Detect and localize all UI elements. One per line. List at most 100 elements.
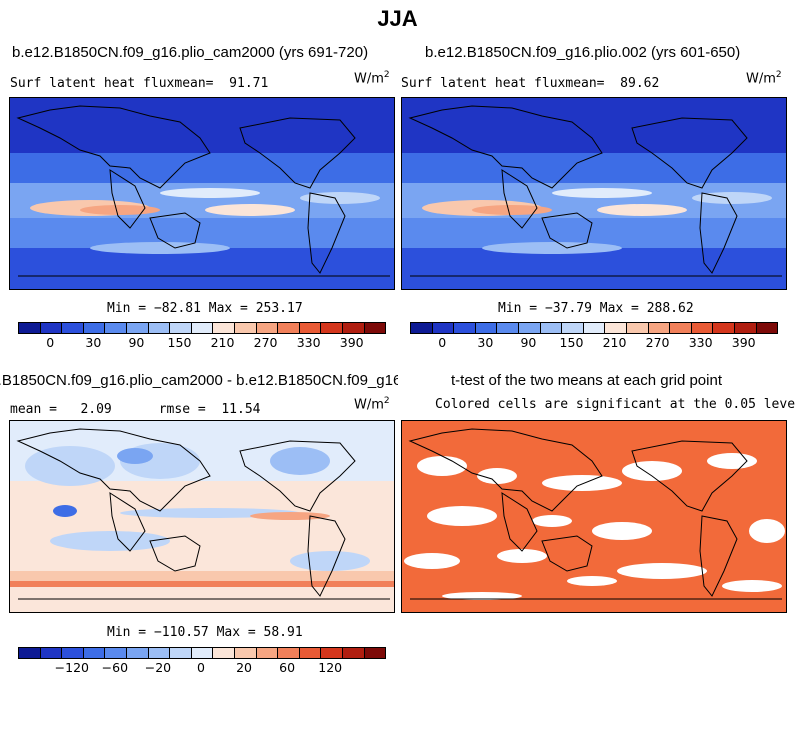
colorbar-swatch: [148, 323, 171, 333]
colorbar-swatch: [562, 323, 584, 333]
panel3-map: [9, 420, 395, 613]
colorbar-swatch: [213, 323, 235, 333]
colorbar-swatch: [432, 323, 455, 333]
figure-title: JJA: [377, 6, 418, 31]
colorbar-tick-label: −120: [54, 660, 89, 675]
colorbar-swatch: [734, 323, 757, 333]
colorbar-swatch: [299, 323, 322, 333]
colorbar-swatch: [278, 648, 300, 658]
colorbar-swatch: [278, 323, 300, 333]
colorbar-panel2-ticks: 0 30 90 150 210 270 330 390: [410, 335, 776, 351]
colorbar-swatch: [170, 648, 192, 658]
panel4-subtitle: Colored cells are significant at the 0.0…: [435, 397, 795, 412]
colorbar-swatch: [62, 648, 84, 658]
panel2-map-svg: [402, 98, 786, 289]
colorbar-tick-label: 150: [559, 335, 584, 350]
colorbar-tick-label: 30: [477, 335, 494, 350]
colorbar-tick-label: 0: [46, 335, 55, 350]
colorbar-swatch: [19, 648, 41, 658]
colorbar-swatch: [213, 648, 235, 658]
colorbar-swatch: [691, 323, 714, 333]
colorbar-tick-label: 0: [438, 335, 447, 350]
colorbar-tick-label: 120: [318, 660, 343, 675]
panel3-title-clip: b.e12.B1850CN.f09_g16.plio_cam2000 - b.e…: [0, 370, 398, 392]
panel2-mean-label: mean=: [565, 76, 605, 91]
colorbar-panel3-ticks: −120 −60 −20 0 20 60 120: [18, 660, 384, 676]
panel1-variable: Surf latent heat flux: [10, 76, 175, 91]
colorbar-tick-label: 60: [279, 660, 296, 675]
colorbar-tick-label: 270: [253, 335, 278, 350]
colorbar-swatch: [191, 648, 214, 658]
panel3-min-max: Min = −110.57 Max = 58.91: [107, 625, 303, 640]
colorbar-swatch: [126, 648, 149, 658]
colorbar-swatch: [19, 323, 41, 333]
colorbar-swatch: [105, 648, 127, 658]
panel4-map-svg: [402, 421, 786, 612]
colorbar-tick-label: 0: [197, 660, 205, 675]
colorbar-swatch: [126, 323, 149, 333]
colorbar-swatch: [321, 648, 343, 658]
colorbar-swatch: [234, 323, 257, 333]
panel1-mean-value: 91.71: [229, 76, 269, 91]
colorbar-swatch: [670, 323, 692, 333]
colorbar-tick-label: 390: [731, 335, 756, 350]
colorbar-tick-label: 210: [210, 335, 235, 350]
colorbar-tick-label: 390: [339, 335, 364, 350]
panel3-stats: mean = 2.09 rmse = 11.54: [10, 402, 261, 417]
colorbar-tick-label: 330: [688, 335, 713, 350]
colorbar-swatch: [191, 323, 214, 333]
colorbar-tick-label: 90: [128, 335, 145, 350]
panel3-mean-label: mean =: [10, 402, 57, 417]
colorbar-swatch: [170, 323, 192, 333]
colorbar-swatch: [583, 323, 606, 333]
colorbar-swatch: [342, 323, 365, 333]
colorbar-tick-label: 150: [167, 335, 192, 350]
colorbar-tick-label: 270: [645, 335, 670, 350]
panel1-variable-label: Surf latent heat fluxmean= 91.71: [10, 76, 268, 91]
panel1-map-svg: [10, 98, 394, 289]
colorbar-swatch: [83, 648, 106, 658]
panel4-map: [401, 420, 787, 613]
panel1-min-max: Min = −82.81 Max = 253.17: [107, 301, 303, 316]
colorbar-panel3: [18, 647, 386, 659]
colorbar-swatch: [40, 648, 63, 658]
colorbar-swatch: [364, 323, 386, 333]
colorbar-swatch: [756, 323, 778, 333]
panel3-rmse-label: rmse =: [158, 402, 206, 417]
panel1-units: W/m2: [354, 70, 390, 87]
colorbar-swatch: [497, 323, 519, 333]
panel2-variable-label: Surf latent heat fluxmean= 89.62: [401, 76, 659, 91]
colorbar-swatch: [454, 323, 476, 333]
panel2-units: W/m2: [746, 70, 782, 87]
colorbar-swatch: [364, 648, 386, 658]
panel3-mean-value: 2.09: [80, 402, 112, 417]
panel1-map: [9, 97, 395, 290]
colorbar-swatch: [256, 648, 279, 658]
colorbar-swatch: [648, 323, 671, 333]
colorbar-panel1-ticks: 0 30 90 150 210 270 330 390: [18, 335, 384, 351]
colorbar-tick-label: 330: [296, 335, 321, 350]
colorbar-swatch: [83, 323, 106, 333]
panel3-units: W/m2: [354, 396, 390, 413]
colorbar-swatch: [40, 323, 63, 333]
colorbar-swatch: [256, 323, 279, 333]
colorbar-tick-label: 20: [236, 660, 252, 675]
colorbar-tick-label: −60: [101, 660, 129, 675]
panel2-mean-value: 89.62: [620, 76, 660, 91]
colorbar-swatch: [411, 323, 433, 333]
colorbar-swatch: [605, 323, 627, 333]
colorbar-swatch: [299, 648, 322, 658]
colorbar-tick-label: 90: [520, 335, 537, 350]
panel2-title: b.e12.B1850CN.f09_g16.plio.002 (yrs 601-…: [425, 44, 741, 61]
colorbar-swatch: [62, 323, 84, 333]
panel4-title: t-test of the two means at each grid poi…: [451, 372, 722, 389]
panel3-rmse-value: 11.54: [221, 402, 261, 417]
panel2-min-max: Min = −37.79 Max = 288.62: [498, 301, 694, 316]
panel1-title: b.e12.B1850CN.f09_g16.plio_cam2000 (yrs …: [12, 44, 369, 61]
colorbar-panel2: [410, 322, 778, 334]
colorbar-swatch: [540, 323, 563, 333]
colorbar-tick-label: −20: [144, 660, 172, 675]
colorbar-swatch: [518, 323, 541, 333]
colorbar-swatch: [713, 323, 735, 333]
colorbar-swatch: [234, 648, 257, 658]
